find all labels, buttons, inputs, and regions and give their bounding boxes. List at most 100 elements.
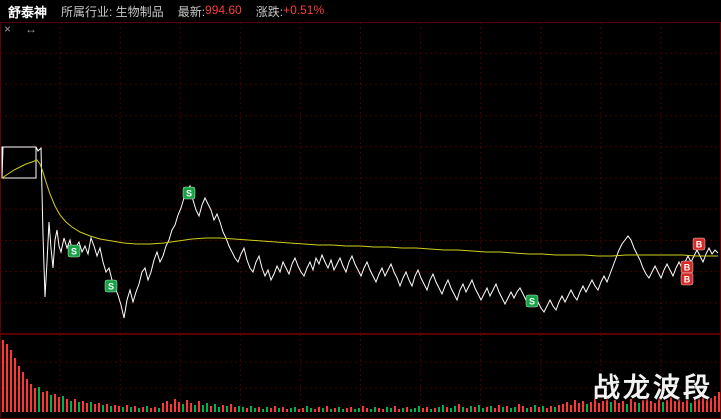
sell-marker: S	[525, 294, 539, 308]
volume-bar	[654, 403, 656, 412]
volume-bar	[590, 402, 592, 412]
volume-bar	[386, 407, 388, 412]
volume-bar	[582, 401, 584, 412]
volume-bar	[402, 408, 404, 412]
volume-bar	[298, 409, 300, 412]
volume-bar	[618, 403, 620, 412]
volume-bar	[174, 399, 176, 412]
volume-bar	[374, 407, 376, 412]
change-value: +0.51%	[283, 2, 325, 17]
volume-bar	[518, 404, 520, 412]
volume-bar	[110, 406, 112, 412]
volume-bar	[286, 409, 288, 412]
price-line	[1, 146, 719, 319]
volume-bar	[414, 408, 416, 412]
volume-bar	[586, 404, 588, 412]
volume-bar	[338, 407, 340, 412]
volume-bar	[310, 408, 312, 412]
volume-bar	[478, 405, 480, 412]
volume-bar	[146, 406, 148, 412]
volume-bar	[570, 405, 572, 412]
volume-bar	[498, 405, 500, 412]
volume-bar	[58, 397, 60, 412]
volume-bar	[410, 409, 412, 412]
drag-resize-icon[interactable]: ↔	[25, 22, 38, 36]
volume-bar	[670, 396, 672, 412]
volume-bar	[522, 406, 524, 412]
volume-bar	[434, 408, 436, 412]
volume-bar	[334, 408, 336, 412]
volume-bar	[530, 407, 532, 412]
volume-bar	[542, 406, 544, 412]
volume-bar	[242, 407, 244, 412]
average-line	[1, 159, 718, 257]
volume-bar	[690, 403, 692, 412]
volume-bar	[466, 408, 468, 412]
volume-bar	[126, 405, 128, 412]
sell-marker: S	[67, 244, 81, 258]
volume-bar	[78, 402, 80, 412]
volume-bar	[82, 401, 84, 412]
volume-bar	[34, 388, 36, 412]
volume-bar	[502, 407, 504, 412]
volume-bar	[118, 406, 120, 412]
volume-bar	[698, 397, 700, 412]
volume-panel[interactable]	[0, 334, 721, 419]
volume-bar	[666, 400, 668, 412]
volume-bar	[246, 408, 248, 412]
buy-marker: B	[680, 272, 694, 286]
watermark-text: 战龙波段	[593, 373, 713, 403]
volume-bar	[230, 404, 232, 412]
sell-marker: S	[182, 186, 196, 200]
volume-bar	[430, 409, 432, 412]
volume-bar	[114, 405, 116, 412]
volume-bar	[46, 391, 48, 412]
volume-bar	[258, 407, 260, 412]
volume-bar	[342, 409, 344, 412]
volume-bar	[142, 407, 144, 412]
volume-bar	[294, 407, 296, 412]
volume-bar	[554, 407, 556, 412]
volume-bar	[710, 398, 712, 412]
volume-bar	[62, 396, 64, 412]
volume-bar	[190, 403, 192, 412]
volume-bar	[138, 408, 140, 412]
volume-bar	[70, 401, 72, 412]
svg-text:B: B	[696, 240, 703, 250]
volume-bar	[394, 406, 396, 412]
volume-bar	[358, 408, 360, 412]
industry-label: 所属行业: 生物制品	[61, 4, 164, 19]
volume-bar	[6, 344, 8, 412]
volume-bar	[718, 392, 720, 412]
volume-bar	[634, 402, 636, 412]
volume-bar	[362, 406, 364, 412]
buy-marker: B	[692, 237, 706, 251]
volume-bar	[38, 387, 40, 412]
volume-bar	[166, 401, 168, 412]
volume-bar	[610, 402, 612, 412]
volume-bar	[102, 405, 104, 412]
stock-info-bar: 舒泰神 所属行业: 生物制品 最新: 994.60 涨跌: +0.51%	[0, 0, 721, 22]
volume-bar	[658, 399, 660, 412]
stock-name: 舒泰神	[8, 4, 48, 20]
volume-bar	[406, 407, 408, 412]
volume-bar	[578, 403, 580, 412]
volume-bar	[686, 400, 688, 412]
volume-bar	[222, 405, 224, 412]
volume-bar	[178, 402, 180, 412]
volume-bar	[22, 372, 24, 412]
volume-bar	[426, 407, 428, 412]
volume-bar	[306, 406, 308, 412]
volume-bar	[662, 402, 664, 412]
volume-bar	[398, 409, 400, 412]
close-pane-icon[interactable]: ×	[4, 22, 12, 36]
volume-bar	[418, 406, 420, 412]
volume-bar	[462, 407, 464, 412]
volume-bar	[14, 358, 16, 412]
volume-bar	[594, 399, 596, 412]
volume-bar	[506, 406, 508, 412]
pane-controls: × ↔	[4, 23, 37, 35]
volume-bar	[54, 394, 56, 412]
